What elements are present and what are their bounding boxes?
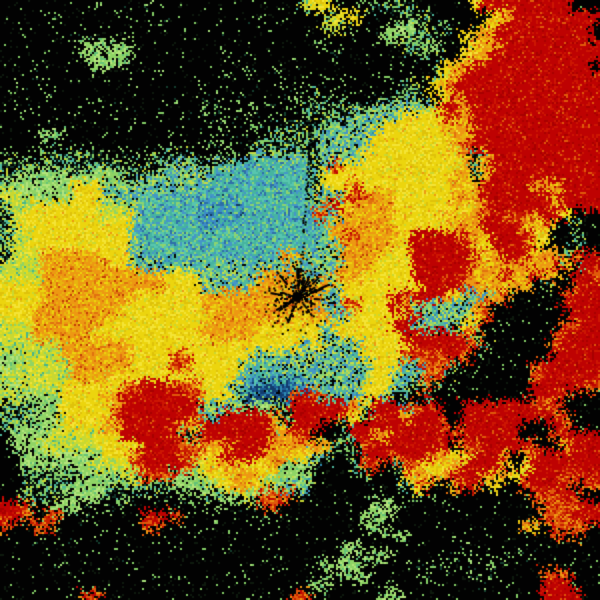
radar-reflectivity-canvas: [0, 0, 600, 600]
radar-display: [0, 0, 600, 600]
